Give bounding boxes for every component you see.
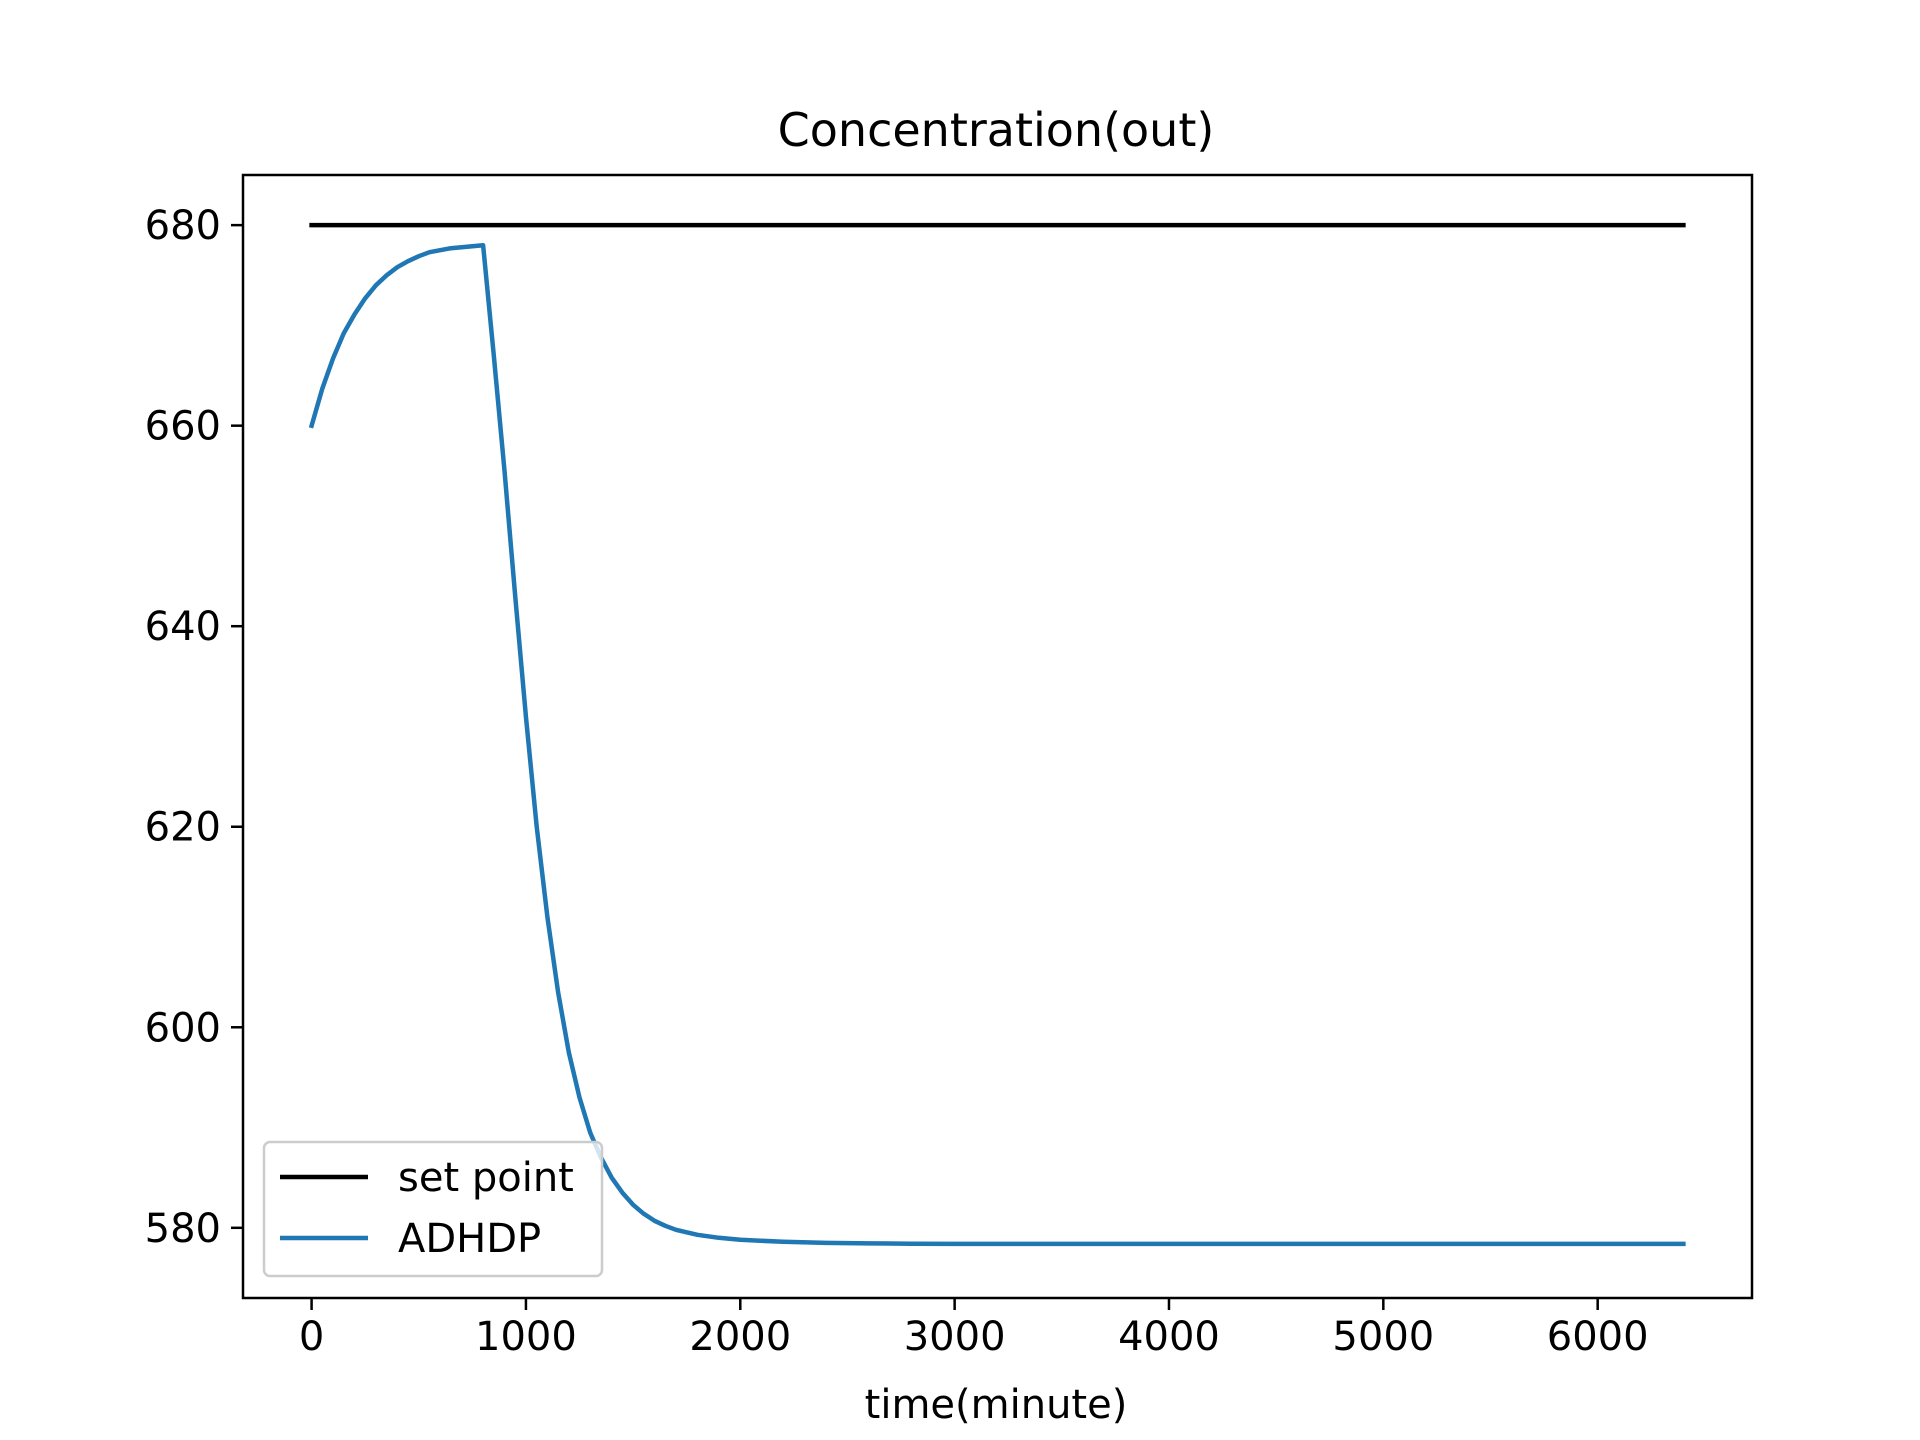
legend-label-set-point: set point xyxy=(398,1155,574,1201)
y-tick-label: 580 xyxy=(145,1206,221,1252)
x-tick-label: 3000 xyxy=(904,1314,1006,1360)
x-axis-label: time(minute) xyxy=(865,1382,1128,1428)
legend: set point ADHDP xyxy=(262,1140,604,1278)
x-axis-ticks: 0 1000 2000 3000 4000 5000 6000 xyxy=(299,1298,1649,1360)
y-tick-label: 600 xyxy=(145,1005,221,1051)
y-tick-label: 660 xyxy=(145,404,221,450)
x-tick-label: 1000 xyxy=(475,1314,577,1360)
y-tick-label: 620 xyxy=(145,805,221,851)
axes-frame xyxy=(241,173,1754,1300)
x-tick-label: 4000 xyxy=(1118,1314,1220,1360)
x-tick-label: 5000 xyxy=(1332,1314,1434,1360)
legend-label-adhdp: ADHDP xyxy=(398,1216,541,1262)
y-tick-label: 640 xyxy=(145,604,221,650)
y-tick-label: 680 xyxy=(145,203,221,249)
x-tick-label: 0 xyxy=(299,1314,324,1360)
plot-area xyxy=(308,222,1686,1247)
series-line-adhdp xyxy=(308,242,1686,1247)
y-axis-ticks: 580 600 620 640 660 680 xyxy=(145,203,243,1252)
x-tick-label: 6000 xyxy=(1547,1314,1649,1360)
x-tick-label: 2000 xyxy=(689,1314,791,1360)
chart-title: Concentration(out) xyxy=(778,103,1215,157)
